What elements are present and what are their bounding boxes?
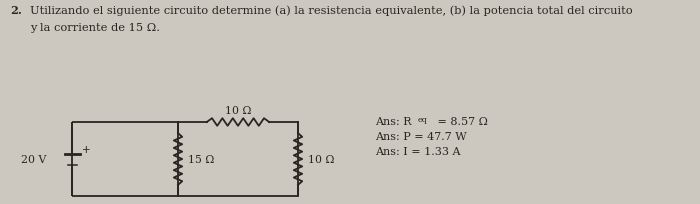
Text: +: + <box>82 144 90 154</box>
Text: Utilizando el siguiente circuito determine (a) la resistencia equivalente, (b) l: Utilizando el siguiente circuito determi… <box>30 5 633 16</box>
Text: Ans: I = 1.33 A: Ans: I = 1.33 A <box>375 146 461 156</box>
Text: 2.: 2. <box>10 5 22 16</box>
Text: Ans: R: Ans: R <box>375 116 412 126</box>
Text: eq: eq <box>417 115 428 123</box>
Text: y la corriente de 15 Ω.: y la corriente de 15 Ω. <box>30 23 160 33</box>
Text: 10 Ω: 10 Ω <box>225 105 251 115</box>
Text: = 8.57 Ω: = 8.57 Ω <box>435 116 489 126</box>
Text: Ans: P = 47.7 W: Ans: P = 47.7 W <box>375 131 467 141</box>
Text: 20 V: 20 V <box>20 154 46 164</box>
Text: 10 Ω: 10 Ω <box>308 154 335 164</box>
Text: 15 Ω: 15 Ω <box>188 154 214 164</box>
